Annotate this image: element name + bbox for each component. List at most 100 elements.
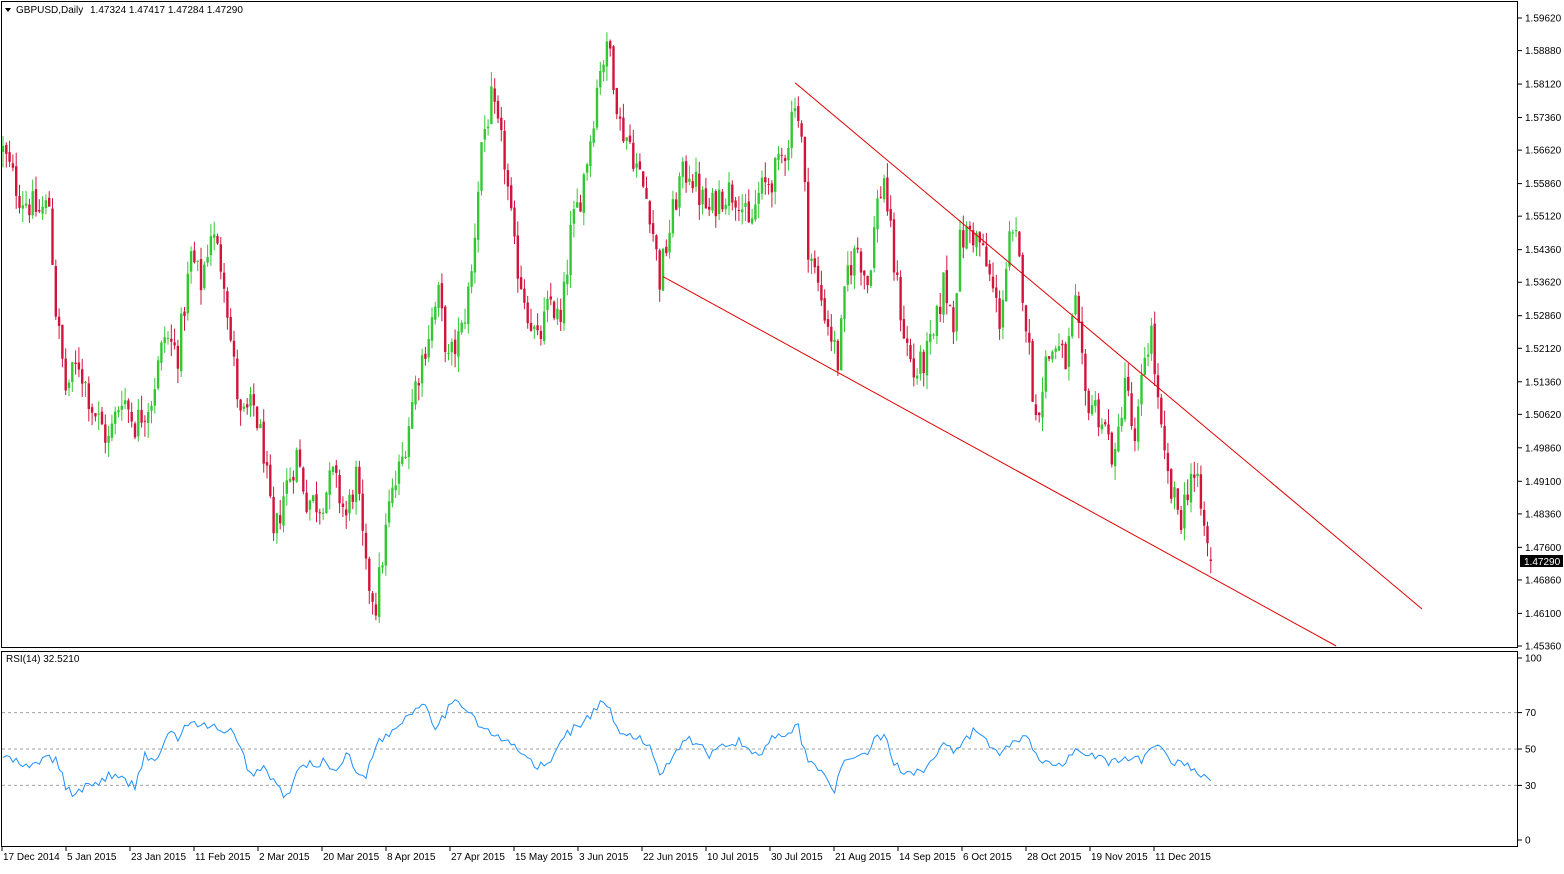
candle-body [882, 178, 886, 200]
candle-body [688, 178, 691, 182]
candle-body [348, 494, 351, 514]
candle-body [701, 189, 704, 205]
candle-body [830, 326, 833, 342]
candle-body [252, 394, 255, 406]
candle-body [681, 161, 684, 177]
time-tick-label: 2 Mar 2015 [259, 852, 310, 863]
candle-body [236, 358, 239, 400]
candle-body [1146, 354, 1150, 357]
candle-body [1110, 432, 1113, 465]
candle-body [328, 470, 331, 495]
candle-body [1064, 343, 1067, 370]
price-tick-label: 1.54360 [1525, 245, 1562, 256]
candle-body [519, 277, 523, 290]
candle-body [407, 426, 411, 458]
candle-body [302, 467, 305, 492]
trendline-upper [794, 82, 1423, 610]
candle-body [579, 202, 582, 212]
candle-body [840, 318, 843, 371]
candle-body [31, 191, 34, 216]
candle-body [651, 223, 655, 235]
time-tick-label: 15 May 2015 [515, 852, 573, 863]
price-tick-label: 1.56620 [1525, 146, 1562, 157]
candle-body [127, 400, 130, 410]
candle-body [100, 411, 104, 425]
candle-body [232, 340, 236, 357]
candle-body [1077, 295, 1080, 323]
candle-body [411, 402, 414, 429]
candle-body [54, 266, 57, 317]
candle-body [803, 136, 807, 183]
candle-body [143, 420, 147, 422]
main-chart-frame [1, 1, 1518, 648]
candle-body [229, 316, 232, 341]
candle-body [691, 181, 694, 189]
candle-body [889, 209, 892, 221]
candle-body [1034, 404, 1038, 416]
candle-body [1054, 348, 1057, 352]
dropdown-triangle-icon[interactable] [5, 8, 11, 12]
candle-body [846, 265, 849, 285]
candle-body [945, 270, 948, 304]
candle-body [28, 204, 31, 216]
candle-body [549, 296, 552, 300]
candle-body [288, 478, 292, 482]
candle-body [658, 250, 661, 290]
trendline-lower [662, 276, 1337, 647]
candle-body [114, 411, 117, 424]
candle-body [783, 158, 787, 161]
candle-body [922, 351, 925, 374]
candle-body [173, 342, 176, 346]
candle-body [1117, 426, 1120, 452]
candle-body [1133, 428, 1137, 442]
candle-body [1166, 452, 1170, 472]
candle-body [1203, 509, 1206, 526]
candle-body [622, 117, 625, 142]
candle-body [216, 236, 219, 244]
candle-body [203, 264, 206, 289]
candle-body [757, 192, 760, 204]
candle-body [899, 276, 902, 321]
candle-body [585, 164, 589, 173]
candle-body [259, 424, 262, 429]
candle-body [440, 283, 444, 309]
candle-body [849, 265, 853, 276]
time-tick-label: 23 Jan 2015 [131, 852, 186, 863]
candle-body [341, 503, 345, 507]
price-tick-label: 1.55120 [1525, 212, 1562, 223]
candle-body [64, 358, 67, 391]
candle-body [460, 322, 463, 333]
candle-body [15, 166, 18, 196]
trendlines[interactable] [662, 82, 1423, 647]
candle-body [556, 308, 559, 320]
candle-body [272, 496, 275, 534]
rsi-tick-label: 100 [1525, 654, 1542, 665]
candle-body [807, 181, 810, 260]
candle-body [176, 345, 180, 369]
candle-body [361, 493, 364, 531]
candle-body [147, 411, 150, 423]
candle-body [820, 284, 823, 301]
candle-body [1160, 397, 1163, 425]
candle-body [866, 275, 869, 286]
candle-body [526, 302, 529, 324]
candle-body [193, 250, 196, 263]
price-tick-label: 1.45360 [1525, 642, 1562, 653]
candle-body [321, 512, 325, 514]
candle-body [533, 326, 536, 330]
candle-body [929, 333, 932, 343]
candle-body [414, 381, 417, 405]
candle-body [665, 246, 668, 254]
candle-body [196, 260, 199, 262]
candle-body [335, 465, 338, 473]
candle-body [189, 251, 193, 272]
candle-body [605, 41, 609, 67]
candle-body [869, 270, 873, 286]
candle-body [724, 204, 727, 210]
candle-body [166, 337, 170, 339]
candle-body [295, 449, 298, 482]
candle-body [599, 71, 602, 88]
candle-body [704, 188, 708, 209]
